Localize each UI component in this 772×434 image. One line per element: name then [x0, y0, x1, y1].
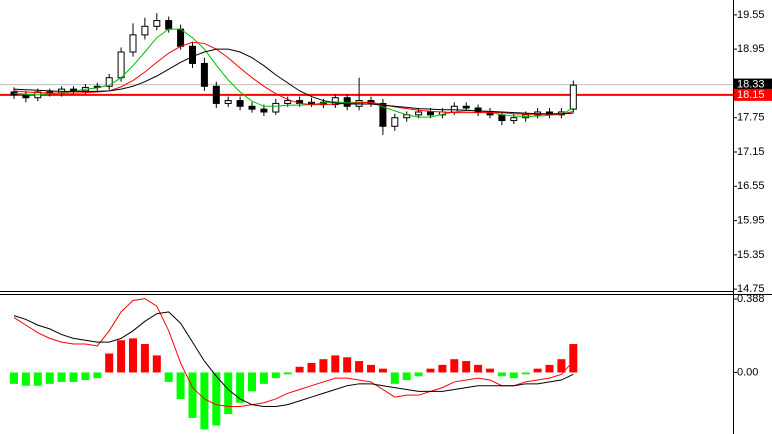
histogram-bar	[450, 359, 459, 373]
y-tick-label: 16.55	[737, 180, 765, 192]
current-price-box	[734, 78, 772, 91]
candle-body	[343, 97, 351, 107]
histogram-bar	[271, 372, 280, 379]
candle-body	[212, 85, 220, 104]
candle-body	[22, 94, 30, 99]
histogram-bar	[105, 353, 114, 373]
indicator-line	[13, 48, 574, 115]
histogram-bar	[545, 364, 554, 373]
candle-body	[474, 107, 482, 113]
candle-body	[427, 111, 434, 116]
level-label: 18.15	[737, 89, 765, 101]
histogram-bar	[69, 372, 78, 382]
candle-body	[129, 34, 137, 53]
candle-body	[200, 62, 208, 87]
histogram-bar	[200, 372, 209, 430]
histogram-bar	[390, 372, 399, 384]
y-tick-label: 17.15	[737, 146, 765, 158]
histogram-bar	[509, 372, 518, 379]
histogram-bar	[140, 344, 149, 373]
candle-body	[391, 117, 399, 127]
y-tick-label: 0.388	[737, 293, 765, 305]
histogram-bar	[212, 372, 221, 426]
histogram-bar	[45, 372, 54, 384]
candle-body	[117, 51, 125, 79]
histogram-bar	[307, 362, 316, 373]
histogram-bar	[248, 372, 256, 392]
histogram-bar	[224, 372, 233, 415]
histogram-bar	[402, 372, 411, 381]
histogram-bar	[176, 372, 185, 399]
candle-body	[284, 100, 292, 104]
candle-body	[415, 111, 423, 116]
histogram-bar	[129, 338, 137, 373]
candle-body	[236, 100, 244, 107]
candle-body	[260, 108, 268, 113]
candle-body	[177, 28, 185, 47]
histogram-bar	[355, 361, 364, 373]
histogram-bar	[343, 357, 352, 373]
histogram-bar	[259, 372, 268, 384]
histogram-bar	[331, 355, 340, 373]
level-box	[734, 88, 772, 101]
histogram-bar	[10, 372, 18, 384]
histogram-bar	[188, 372, 197, 418]
histogram-bar	[93, 372, 102, 379]
histogram-bar	[462, 361, 471, 373]
histogram-bar	[319, 359, 328, 373]
candle-body	[141, 25, 149, 36]
candle-body	[105, 77, 113, 87]
candle-body	[248, 105, 256, 110]
y-tick-label: 15.95	[737, 214, 765, 226]
candle-body	[569, 84, 577, 110]
histogram-bar	[486, 368, 494, 373]
candle-body	[165, 20, 173, 30]
candle-body	[70, 88, 77, 92]
candle-body	[450, 105, 458, 113]
indicator-line	[13, 311, 574, 408]
histogram-bar	[117, 340, 126, 373]
candle-body	[498, 114, 506, 122]
candle-body	[189, 45, 196, 64]
y-tick-label: 18.95	[737, 43, 765, 55]
histogram-bar	[533, 368, 542, 373]
histogram-bar	[33, 372, 42, 386]
candle-body	[331, 97, 339, 106]
histogram-bar	[81, 372, 90, 381]
candle-body	[153, 20, 161, 27]
y-tick-label: 14.75	[737, 283, 765, 295]
y-tick-label: 17.75	[737, 112, 765, 124]
histogram-bar	[236, 372, 245, 403]
current-price-label: 18.33	[737, 78, 765, 90]
histogram-bar	[164, 372, 173, 382]
histogram-bar	[57, 372, 66, 382]
histogram-bar	[414, 372, 423, 377]
histogram-bar	[283, 372, 292, 375]
histogram-bar	[295, 366, 304, 373]
candle-body	[308, 101, 315, 104]
histogram-bar	[378, 368, 387, 373]
y-tick-label: 19.55	[737, 9, 765, 21]
candle-body	[224, 100, 232, 104]
indicator-line	[13, 298, 574, 408]
histogram-bar	[474, 364, 483, 373]
histogram-bar	[521, 372, 530, 375]
histogram-bar	[569, 344, 578, 373]
histogram-bar	[426, 368, 435, 373]
histogram-bar	[557, 359, 566, 373]
candle-body	[510, 117, 518, 122]
histogram-bar	[367, 364, 375, 373]
y-tick-label: 15.35	[737, 249, 765, 261]
histogram-bar	[438, 364, 447, 373]
histogram-bar	[497, 372, 506, 377]
candle-body	[379, 102, 387, 127]
y-tick-label: 0.00	[737, 366, 758, 378]
histogram-bar	[21, 372, 30, 386]
candle-body	[462, 105, 470, 109]
candle-body	[272, 102, 280, 113]
histogram-bar	[152, 355, 161, 373]
